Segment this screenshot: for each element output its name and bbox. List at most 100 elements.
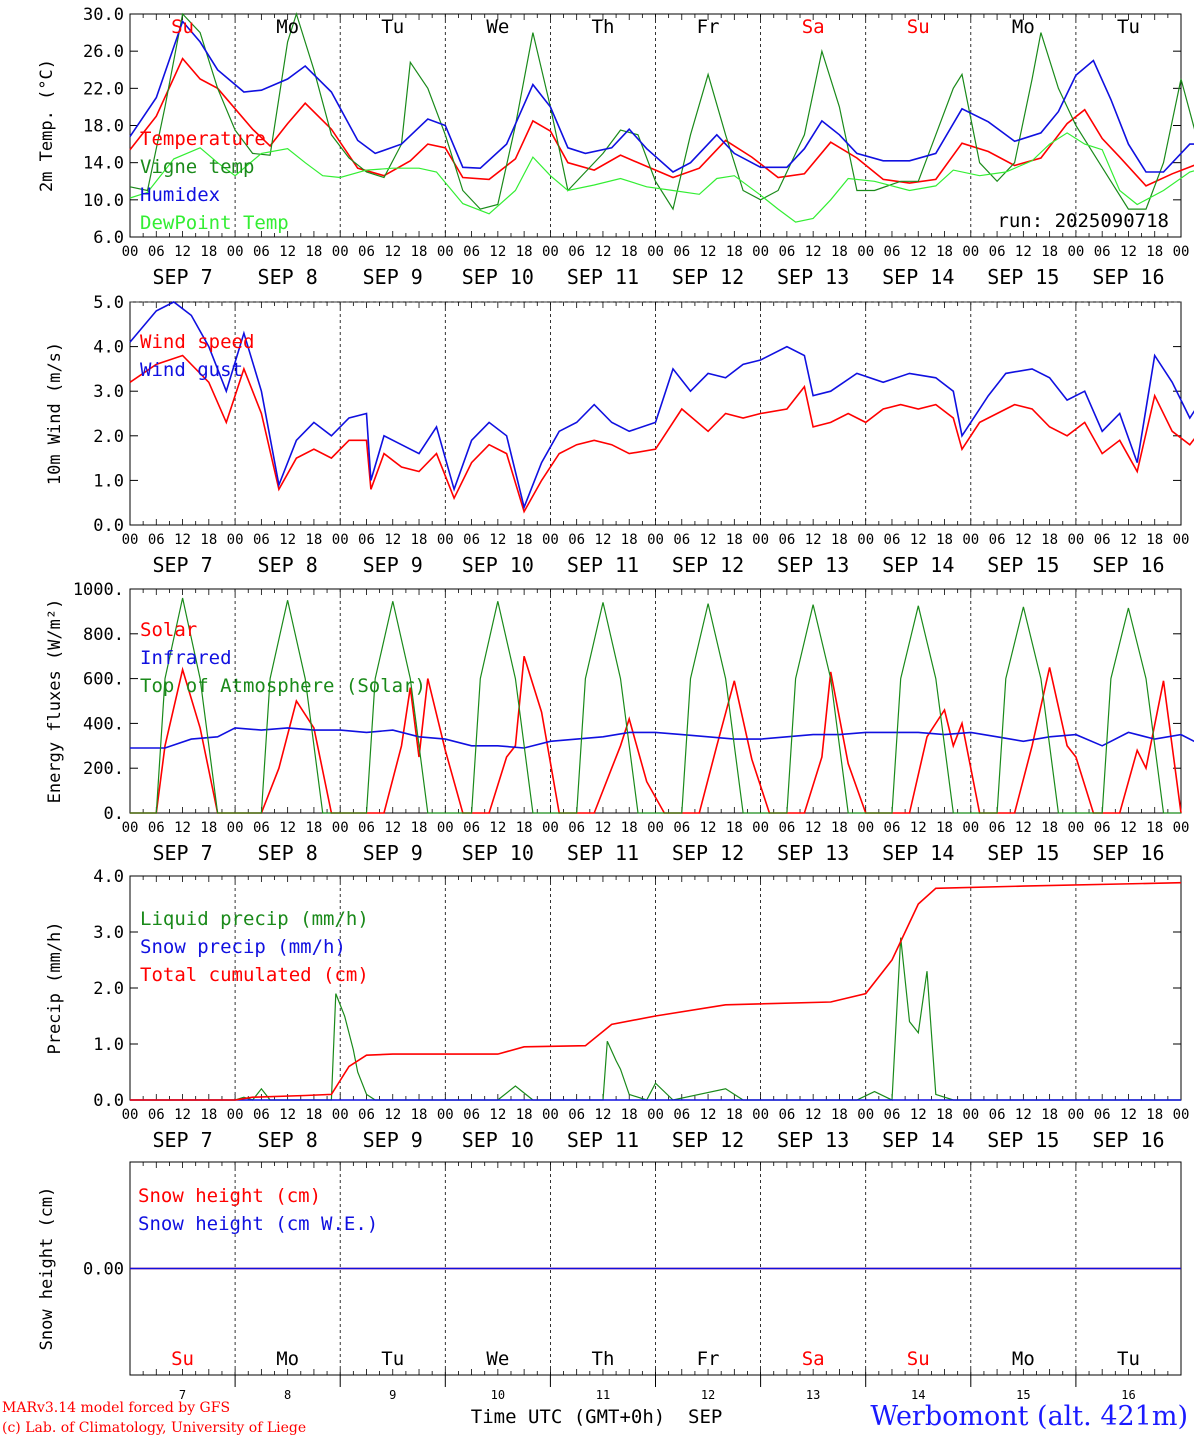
hour-tick-label: 12 — [910, 244, 927, 260]
date-label: SEP 14 — [882, 841, 954, 865]
hour-tick-label: 00 — [542, 244, 559, 260]
y-tick-label: 26.0 — [83, 42, 124, 62]
hour-tick-label: 06 — [1094, 244, 1111, 260]
hour-tick-label: 12 — [1120, 532, 1137, 548]
hour-tick-label: 00 — [227, 532, 244, 548]
day-of-week-label: Sa — [802, 16, 825, 38]
hour-tick-label: 00 — [1067, 532, 1084, 548]
hour-tick-label: 18 — [305, 532, 322, 548]
date-label: SEP 14 — [882, 553, 954, 577]
hour-tick-label: 06 — [463, 820, 480, 836]
hour-tick-label: 18 — [831, 244, 848, 260]
hour-tick-label: 00 — [647, 820, 664, 836]
hour-tick-label: 06 — [148, 1107, 165, 1123]
hour-tick-label: 12 — [805, 1107, 822, 1123]
y-tick-label: 3.0 — [93, 382, 124, 402]
hour-tick-label: 00 — [647, 532, 664, 548]
hour-tick-label: 18 — [200, 820, 217, 836]
hour-tick-label: 00 — [542, 532, 559, 548]
hour-tick-label: 12 — [489, 244, 506, 260]
hour-tick-label: 12 — [384, 244, 401, 260]
hour-tick-label: 00 — [647, 1107, 664, 1123]
day-number-label: 9 — [389, 1388, 396, 1402]
hour-tick-label: 00 — [437, 532, 454, 548]
hour-tick-label: 12 — [805, 532, 822, 548]
day-of-week-label: Mo — [276, 1348, 299, 1370]
y-tick-label: 10.0 — [83, 191, 124, 211]
date-label: SEP 16 — [1092, 553, 1164, 577]
date-label: SEP 15 — [987, 841, 1059, 865]
y-tick-label: 2.0 — [93, 427, 124, 447]
hour-tick-label: 12 — [279, 244, 296, 260]
hour-tick-label: 12 — [1120, 244, 1137, 260]
hour-tick-label: 12 — [595, 244, 612, 260]
hour-tick-label: 18 — [411, 532, 428, 548]
hour-tick-label: 00 — [752, 820, 769, 836]
date-label: SEP 15 — [987, 265, 1059, 289]
hour-tick-label: 06 — [358, 820, 375, 836]
hour-tick-label: 18 — [1146, 820, 1163, 836]
hour-tick-label: 18 — [621, 244, 638, 260]
hour-tick-label: 12 — [1015, 244, 1032, 260]
hour-tick-label: 00 — [1173, 820, 1190, 836]
series-line-total-cumulated-cm — [130, 881, 1182, 1101]
hour-tick-label: 06 — [673, 532, 690, 548]
hour-tick-label: 18 — [726, 1107, 743, 1123]
panel-frame — [129, 301, 1182, 526]
y-tick-label: 14.0 — [83, 154, 124, 174]
y-axis-title: 10m Wind (m/s) — [45, 342, 65, 485]
hour-tick-label: 06 — [884, 532, 901, 548]
hour-tick-label: 12 — [489, 820, 506, 836]
hour-tick-label: 00 — [542, 820, 559, 836]
hour-tick-label: 18 — [200, 532, 217, 548]
day-number-label: 7 — [179, 1388, 186, 1402]
day-of-week-label: Mo — [276, 16, 299, 38]
hour-tick-label: 00 — [752, 1107, 769, 1123]
series-line-solar — [130, 655, 1182, 814]
day-number-label: 13 — [806, 1388, 820, 1402]
series-line-vigne-temp — [129, 12, 1194, 211]
series-line-top-of-atmosphere-solar — [130, 597, 1181, 814]
hour-tick-label: 18 — [516, 532, 533, 548]
day-of-week-label: We — [486, 1348, 509, 1370]
date-label: SEP 14 — [882, 265, 954, 289]
hour-tick-label: 00 — [227, 1107, 244, 1123]
hour-tick-label: 12 — [595, 820, 612, 836]
day-of-week-label: Su — [171, 1348, 194, 1370]
y-axis-title: Precip (mm/h) — [45, 921, 65, 1054]
y-tick-label: 4.0 — [93, 338, 124, 358]
hour-tick-label: 06 — [568, 532, 585, 548]
date-label: SEP 10 — [462, 553, 534, 577]
y-tick-label: 2.0 — [93, 979, 124, 999]
y-tick-label: 4.0 — [93, 867, 124, 887]
date-label: SEP 10 — [462, 1128, 534, 1152]
y-tick-label: 6.0 — [93, 228, 124, 248]
hour-tick-label: 18 — [411, 820, 428, 836]
hour-tick-label: 06 — [884, 820, 901, 836]
day-of-week-label: Su — [907, 1348, 930, 1370]
legend-solar: Solar — [140, 619, 197, 641]
date-label: SEP 11 — [567, 553, 639, 577]
hour-tick-label: 06 — [463, 244, 480, 260]
date-label: SEP 12 — [672, 841, 744, 865]
day-of-week-label: Th — [592, 16, 615, 38]
hour-tick-label: 00 — [857, 820, 874, 836]
legend-dewpoint-temp: DewPoint Temp — [140, 212, 289, 234]
hour-tick-label: 00 — [857, 1107, 874, 1123]
hour-tick-label: 18 — [831, 1107, 848, 1123]
hour-tick-label: 00 — [1173, 244, 1190, 260]
hour-tick-label: 00 — [122, 244, 139, 260]
y-tick-label: 18.0 — [83, 117, 124, 137]
hour-tick-label: 18 — [726, 820, 743, 836]
hour-tick-label: 00 — [332, 244, 349, 260]
hour-tick-label: 06 — [673, 1107, 690, 1123]
date-label: SEP 11 — [567, 265, 639, 289]
hour-tick-label: 00 — [752, 244, 769, 260]
hour-tick-label: 00 — [437, 1107, 454, 1123]
legend-snow-precip-mm-h: Snow precip (mm/h) — [140, 936, 346, 958]
hour-tick-label: 18 — [621, 1107, 638, 1123]
hour-tick-label: 06 — [884, 244, 901, 260]
date-label: SEP 16 — [1092, 1128, 1164, 1152]
y-tick-label: 1.0 — [93, 1035, 124, 1055]
date-label: SEP 12 — [672, 1128, 744, 1152]
